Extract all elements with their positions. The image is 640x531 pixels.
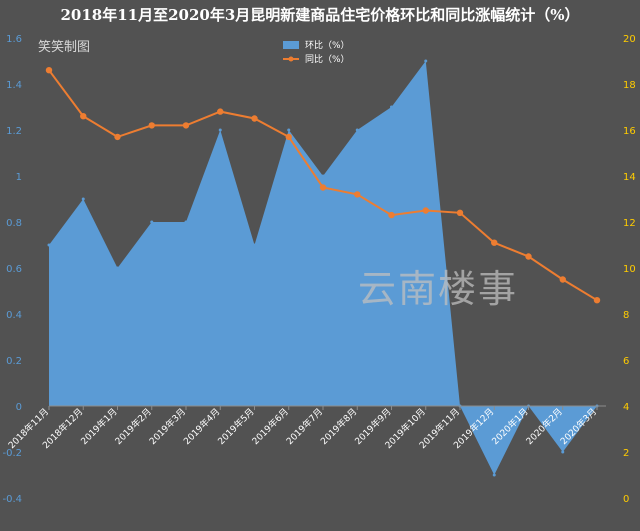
y-left-tick-label: 0.2 xyxy=(6,356,22,367)
line-point xyxy=(388,211,395,219)
y-left-tick-label: -0.2 xyxy=(2,448,22,459)
line-point xyxy=(525,253,532,260)
watermark-text: 云南楼事 xyxy=(358,267,518,311)
y-right-tick-label: 20 xyxy=(623,34,636,45)
area-series-layer xyxy=(47,59,599,477)
line-point xyxy=(354,191,361,198)
y-left-tick-label: -0.4 xyxy=(2,494,22,505)
line-point xyxy=(593,297,601,304)
area-point xyxy=(492,473,496,477)
line-point xyxy=(559,276,566,283)
y-right-tick-label: 6 xyxy=(623,356,629,367)
line-point xyxy=(251,115,258,122)
line-point xyxy=(491,239,498,246)
y-left-tick-label: 1 xyxy=(16,172,22,183)
area-point xyxy=(150,220,154,224)
line-point xyxy=(114,133,121,141)
legend-swatch-huanbi xyxy=(283,41,299,49)
line-point xyxy=(285,133,292,141)
y-right-tick-label: 10 xyxy=(623,264,636,275)
legend-label-huanbi: 环比（%） xyxy=(305,39,350,51)
area-point xyxy=(253,243,256,247)
line-point xyxy=(217,108,224,115)
area-point xyxy=(561,450,565,454)
area-point xyxy=(355,128,359,132)
line-point xyxy=(148,122,155,129)
area-point xyxy=(390,105,393,109)
area-point xyxy=(424,59,428,63)
line-point xyxy=(45,67,53,74)
y-left-tick-label: 0.6 xyxy=(6,264,22,275)
area-point xyxy=(116,266,119,270)
series-area-huanbi xyxy=(49,61,597,475)
y-right-tick-label: 14 xyxy=(623,172,636,183)
line-point xyxy=(456,209,464,216)
area-point xyxy=(184,220,188,224)
y-left-tick-label: 0 xyxy=(16,402,22,413)
area-point xyxy=(321,174,325,178)
y-left-tick-label: 0.8 xyxy=(6,218,22,229)
y-left-tick-label: 1.6 xyxy=(6,34,22,45)
y-right-tick-label: 4 xyxy=(623,402,629,413)
legend: 环比（%） 同比（%） xyxy=(283,39,350,65)
chart-title: 2018年11月至2020年3月昆明新建商品住宅价格环比和同比涨幅统计（%） xyxy=(60,6,579,24)
y-left-tick-label: 0.4 xyxy=(6,310,22,321)
y-right-tick-label: 8 xyxy=(623,310,629,321)
y-right-tick-label: 12 xyxy=(623,218,636,229)
area-point xyxy=(47,243,51,247)
line-series-layer xyxy=(45,67,601,304)
line-point xyxy=(182,122,190,129)
legend-marker-tongbi xyxy=(288,56,294,62)
y-left-tick-label: 1.2 xyxy=(6,126,22,137)
area-point xyxy=(218,128,222,132)
author-label: 笑笑制图 xyxy=(38,39,90,55)
y-right-tick-label: 18 xyxy=(623,80,636,91)
y-left-tick-label: 1.4 xyxy=(6,80,22,91)
y-right-tick-label: 0 xyxy=(623,494,629,505)
area-point xyxy=(287,128,291,132)
line-point xyxy=(422,207,429,214)
legend-label-tongbi: 同比（%） xyxy=(305,53,350,65)
line-point xyxy=(319,184,327,191)
line-point xyxy=(80,113,87,120)
y-right-tick-label: 2 xyxy=(623,448,629,459)
area-point xyxy=(81,197,85,201)
y-right-tick-label: 16 xyxy=(623,126,636,137)
